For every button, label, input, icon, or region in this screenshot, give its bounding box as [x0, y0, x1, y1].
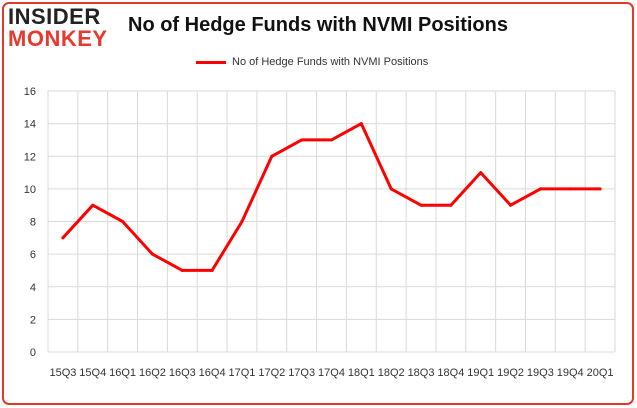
x-tick-label: 17Q1 [229, 367, 256, 379]
insider-monkey-logo: INSIDER MONKEY [8, 6, 120, 54]
y-tick-label: 6 [30, 249, 36, 261]
data-point [449, 203, 453, 207]
logo-line-2: MONKEY [8, 26, 108, 51]
x-tick-label: 15Q4 [79, 367, 106, 379]
data-point [150, 252, 154, 256]
x-tick-label: 20Q1 [587, 367, 614, 379]
data-point [538, 187, 542, 191]
y-tick-label: 10 [24, 184, 36, 196]
y-tick-label: 0 [30, 347, 36, 359]
data-point [509, 203, 513, 207]
data-point [330, 138, 333, 142]
chart-legend: No of Hedge Funds with NVMI Positions [196, 56, 428, 68]
y-tick-label: 12 [24, 151, 36, 163]
x-tick-label: 18Q2 [378, 367, 405, 379]
x-tick-label: 19Q1 [467, 367, 494, 379]
y-tick-label: 2 [30, 314, 36, 326]
logo-line-1: INSIDER [8, 4, 101, 29]
data-point [568, 187, 572, 191]
data-point [91, 203, 95, 207]
y-tick-label: 16 [24, 86, 36, 98]
y-tick-label: 4 [30, 282, 36, 294]
x-tick-label: 19Q4 [557, 367, 584, 379]
x-tick-label: 16Q2 [139, 367, 166, 379]
data-point [240, 220, 244, 223]
x-tick-label: 16Q3 [169, 367, 196, 379]
outer-border [2, 2, 634, 405]
data-point [210, 268, 214, 272]
legend-swatch [196, 60, 226, 64]
data-point [61, 236, 65, 240]
legend-label: No of Hedge Funds with NVMI Positions [232, 56, 429, 68]
x-tick-label: 17Q4 [318, 367, 345, 379]
x-tick-label: 16Q4 [199, 367, 226, 379]
x-tick-label: 19Q2 [497, 367, 524, 379]
x-tick-label: 18Q4 [437, 367, 464, 379]
x-tick-label: 16Q1 [109, 367, 136, 379]
data-point [598, 187, 602, 191]
data-point [270, 154, 274, 158]
x-tick-label: 18Q1 [348, 367, 375, 379]
x-tick-label: 15Q3 [49, 367, 76, 379]
data-point [479, 171, 483, 175]
y-tick-label: 8 [30, 217, 36, 229]
x-tick-label: 18Q3 [408, 367, 435, 379]
y-tick-label: 14 [24, 119, 36, 131]
data-point [180, 268, 184, 272]
chart-title: No of Hedge Funds with NVMI Positions [128, 14, 508, 36]
data-point [389, 187, 393, 191]
x-tick-label: 19Q3 [527, 367, 554, 379]
x-tick-label: 17Q3 [288, 367, 315, 379]
x-tick-label: 17Q2 [258, 367, 285, 379]
series-line [61, 122, 602, 272]
data-point [359, 122, 363, 126]
data-point [300, 138, 304, 142]
data-point [419, 203, 423, 207]
data-point [121, 220, 125, 223]
